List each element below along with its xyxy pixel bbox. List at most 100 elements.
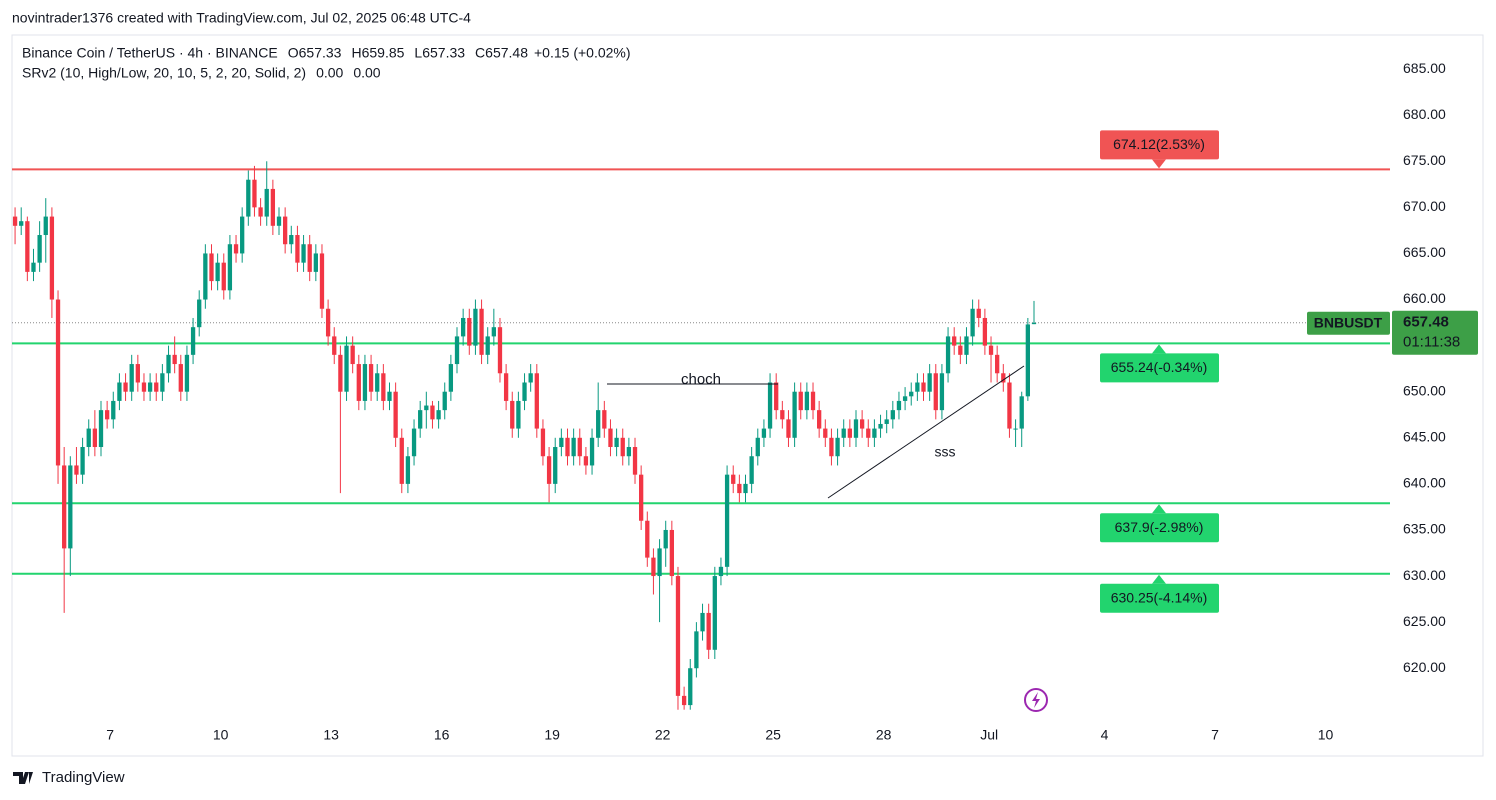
price-label: 657.48 bbox=[1403, 314, 1449, 331]
candle-body bbox=[890, 410, 895, 420]
candle-body bbox=[651, 557, 656, 577]
y-tick-label: 670.00 bbox=[1403, 198, 1446, 214]
level-label: 674.12(2.53%) bbox=[1113, 136, 1205, 152]
ohlc-value: 657.33 bbox=[299, 45, 342, 61]
candle-body bbox=[184, 354, 190, 392]
candle-body bbox=[632, 447, 638, 475]
y-tick-label: 660.00 bbox=[1403, 290, 1446, 306]
candle-body bbox=[546, 456, 552, 484]
candle-body bbox=[92, 428, 98, 448]
ohlc-key: C bbox=[475, 45, 485, 61]
candle-body bbox=[276, 216, 282, 226]
candle-body bbox=[411, 428, 417, 457]
candle-body bbox=[479, 308, 484, 355]
candle-body bbox=[724, 474, 730, 567]
candle-body bbox=[731, 474, 736, 484]
candle-body bbox=[589, 437, 595, 466]
candle-body bbox=[25, 221, 30, 272]
ohlc-value: 657.33 bbox=[422, 45, 465, 61]
candle-body bbox=[43, 216, 48, 236]
candle-body bbox=[970, 308, 975, 337]
candle-body bbox=[405, 456, 411, 484]
indicator-name: SRv2 (10, High/Low, 20, 10, 5, 2, 20, So… bbox=[22, 65, 306, 81]
candle-body bbox=[921, 382, 926, 392]
level-label: 637.9(-2.98%) bbox=[1115, 519, 1204, 535]
y-tick-label: 635.00 bbox=[1403, 521, 1446, 537]
candle-body bbox=[792, 391, 797, 438]
y-tick-label: 675.00 bbox=[1403, 152, 1446, 168]
candle-body bbox=[522, 382, 527, 401]
candle-body bbox=[282, 216, 288, 245]
choch-label: choch bbox=[681, 371, 721, 388]
candle-body bbox=[503, 373, 509, 401]
candle-body bbox=[602, 410, 607, 429]
indicator-value: 0.00 bbox=[353, 65, 380, 81]
candle-body bbox=[270, 188, 276, 226]
candle-body bbox=[135, 364, 140, 383]
candle-body bbox=[866, 428, 871, 438]
x-tick-label: 10 bbox=[213, 727, 229, 743]
candle-body bbox=[461, 317, 466, 337]
candle-body bbox=[129, 364, 134, 392]
candle-body bbox=[1019, 396, 1024, 429]
candle-body bbox=[325, 308, 331, 337]
candle-body bbox=[817, 410, 822, 429]
candle-body bbox=[49, 216, 55, 300]
candle-body bbox=[104, 410, 110, 420]
candle-body bbox=[884, 419, 889, 424]
candle-body bbox=[988, 345, 994, 355]
candle-body bbox=[424, 405, 429, 411]
candle-body bbox=[516, 400, 521, 429]
level-label-box bbox=[1100, 130, 1219, 160]
chart-frame bbox=[11, 34, 1484, 757]
candle-body bbox=[418, 410, 423, 429]
candle-body bbox=[68, 465, 73, 549]
candle-body bbox=[436, 410, 441, 420]
candle-body bbox=[350, 345, 355, 365]
candle-body bbox=[596, 410, 601, 438]
change: +0.15 (+0.02%) bbox=[534, 45, 631, 61]
ohlc-key: O bbox=[288, 45, 299, 61]
candle-body bbox=[80, 447, 85, 475]
candle-body bbox=[467, 317, 472, 346]
candle-body bbox=[810, 391, 816, 411]
candle-body bbox=[86, 428, 91, 448]
candle-body bbox=[915, 382, 920, 392]
candle-body bbox=[786, 419, 791, 438]
candle-body bbox=[190, 327, 196, 355]
candle-body bbox=[675, 576, 681, 696]
candle-body bbox=[258, 207, 263, 217]
candle-body bbox=[639, 474, 644, 521]
candle-body bbox=[835, 437, 840, 457]
candle-body bbox=[12, 216, 18, 226]
candle-body bbox=[577, 437, 582, 457]
candle-body bbox=[614, 437, 619, 448]
x-tick-label: 19 bbox=[544, 727, 560, 743]
candle-body bbox=[700, 612, 705, 632]
candle-body bbox=[147, 382, 153, 392]
level-label: 655.24(-0.34%) bbox=[1111, 359, 1208, 375]
candle-body bbox=[945, 336, 951, 374]
candle-body bbox=[952, 336, 957, 346]
candle-body bbox=[553, 447, 558, 484]
candle-body bbox=[362, 364, 368, 401]
x-tick-label: 7 bbox=[106, 727, 114, 743]
candle-body bbox=[657, 548, 662, 577]
candle-body bbox=[154, 382, 159, 392]
candle-body bbox=[141, 382, 147, 392]
candle-body bbox=[111, 400, 116, 420]
candle-body bbox=[823, 428, 828, 438]
candle-body bbox=[319, 253, 325, 309]
candle-body bbox=[221, 262, 226, 291]
ohlc-value: 657.48 bbox=[485, 45, 528, 61]
candle-body bbox=[215, 262, 220, 282]
x-tick-label: 28 bbox=[876, 727, 892, 743]
candle-body bbox=[859, 419, 865, 429]
x-tick-label: 10 bbox=[1318, 727, 1334, 743]
y-tick-label: 645.00 bbox=[1403, 428, 1446, 444]
candle-body bbox=[841, 428, 846, 438]
x-tick-label: 7 bbox=[1211, 727, 1219, 743]
symbol-label: BNBUSDT bbox=[1314, 314, 1383, 330]
candle-body bbox=[694, 631, 699, 669]
y-tick-label: 685.00 bbox=[1403, 60, 1446, 76]
